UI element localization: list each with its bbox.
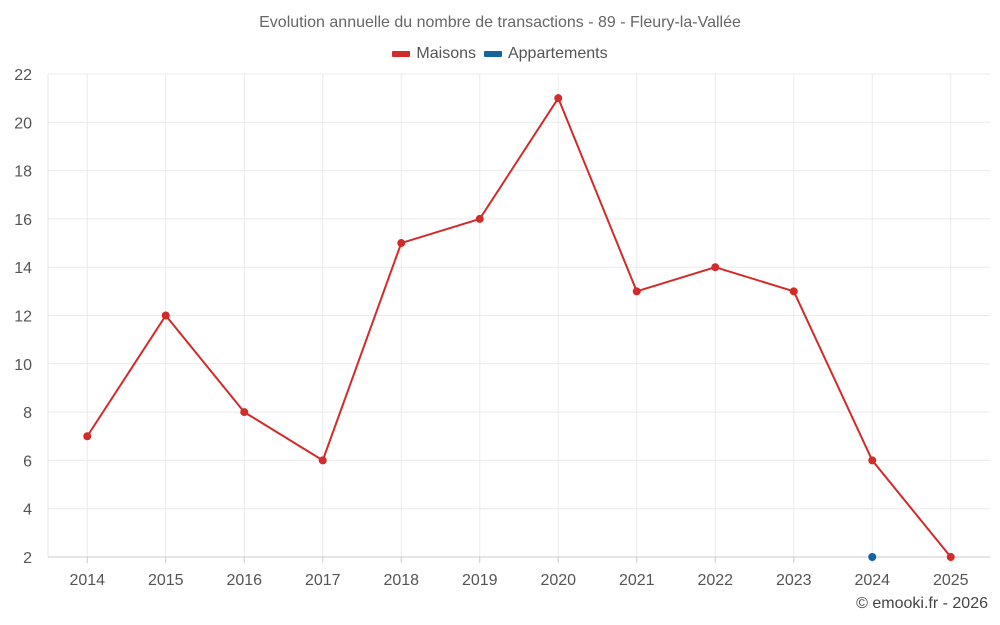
data-point-maisons[interactable]: [868, 456, 877, 465]
legend-item-maisons[interactable]: Maisons: [392, 45, 476, 63]
data-point-maisons[interactable]: [240, 408, 249, 417]
y-tick-label: 8: [23, 405, 32, 422]
x-tick-label: 2014: [69, 572, 105, 589]
chart-title: Evolution annuelle du nombre de transact…: [259, 14, 741, 31]
y-tick-label: 14: [14, 260, 32, 277]
series-line-maisons: [86, 97, 952, 558]
x-tick-label: 2016: [226, 572, 262, 589]
legend: Maisons Appartements: [0, 45, 1000, 63]
y-tick-label: 2: [23, 550, 32, 567]
data-point-maisons[interactable]: [475, 214, 484, 223]
y-tick-label: 20: [14, 115, 32, 132]
y-tick-label: 22: [14, 67, 32, 84]
data-point-maisons[interactable]: [789, 287, 798, 296]
y-tick-label: 10: [14, 357, 32, 374]
data-point-maisons[interactable]: [318, 456, 327, 465]
legend-swatch-maisons: [392, 51, 411, 57]
x-tick-label: 2023: [776, 572, 812, 589]
x-tick-label: 2017: [305, 572, 341, 589]
data-point-maisons[interactable]: [161, 311, 170, 320]
x-tick-label: 2024: [854, 572, 890, 589]
y-tick-label: 18: [14, 164, 32, 181]
x-tick-label: 2019: [462, 572, 498, 589]
legend-swatch-appartements: [483, 51, 502, 57]
legend-item-appartements[interactable]: Appartements: [483, 45, 608, 63]
data-point-maisons[interactable]: [632, 287, 641, 296]
legend-label-maisons: Maisons: [416, 45, 476, 62]
data-point-maisons[interactable]: [554, 94, 563, 103]
x-tick-label: 2025: [933, 572, 969, 589]
x-tick-label: 2015: [148, 572, 184, 589]
legend-label-appartements: Appartements: [507, 45, 608, 62]
y-tick-label: 12: [14, 309, 32, 326]
y-tick-label: 4: [23, 502, 32, 519]
data-point-maisons[interactable]: [83, 432, 92, 441]
x-tick-label: 2021: [619, 572, 655, 589]
data-point-appartements[interactable]: [868, 553, 877, 561]
data-point-maisons[interactable]: [946, 553, 955, 561]
x-tick-label: 2018: [383, 572, 419, 589]
y-tick-label: 16: [14, 212, 32, 229]
x-tick-label: 2020: [540, 572, 576, 589]
data-point-maisons[interactable]: [711, 263, 720, 272]
y-tick-label: 6: [23, 453, 32, 470]
data-point-maisons[interactable]: [397, 239, 406, 248]
x-tick-label: 2022: [697, 572, 733, 589]
credit: © emooki.fr - 2026: [856, 595, 988, 612]
